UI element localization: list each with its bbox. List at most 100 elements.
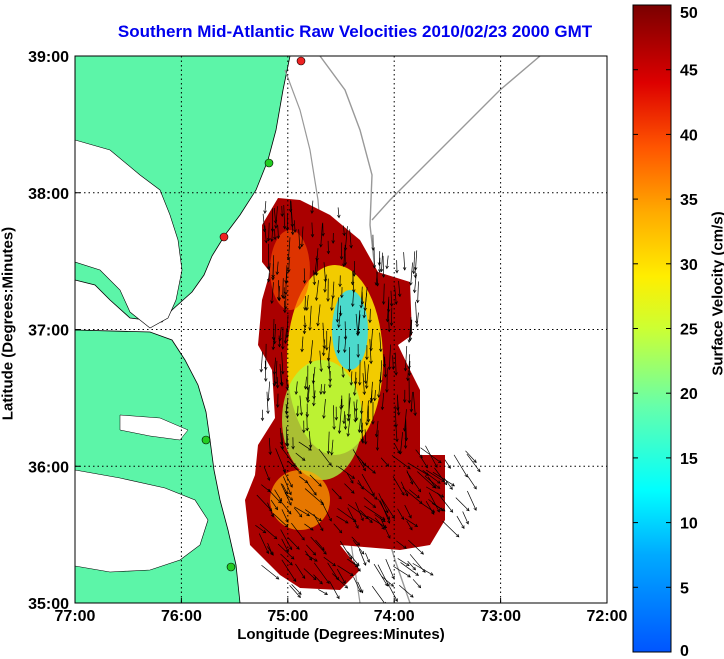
- velocity-arrow-head: [394, 598, 398, 602]
- velocity-arrow-head: [294, 391, 299, 395]
- velocity-arrow: [295, 563, 306, 579]
- velocity-arrow: [276, 261, 279, 275]
- velocity-arrow-head: [408, 337, 413, 342]
- velocity-arrow-head: [389, 303, 394, 307]
- velocity-arrow-head: [402, 267, 407, 271]
- velocity-arrow: [272, 513, 289, 528]
- velocity-arrows: [255, 200, 481, 603]
- velocity-arrow: [406, 470, 413, 485]
- velocity-arrow-head: [305, 386, 310, 391]
- velocity-arrow-head: [364, 385, 369, 389]
- velocity-arrow: [402, 487, 423, 504]
- velocity-arrow-head: [282, 225, 287, 230]
- velocity-arrow-head: [365, 422, 369, 426]
- velocity-arrow-head: [352, 518, 357, 523]
- velocity-arrow: [261, 484, 271, 493]
- velocity-arrow-head: [315, 257, 319, 262]
- velocity-arrow-head: [303, 307, 307, 311]
- velocity-arrow: [354, 377, 357, 396]
- velocity-arrow: [383, 283, 385, 305]
- chesapeake-bay: [75, 139, 183, 329]
- velocity-arrow: [307, 384, 310, 403]
- velocity-arrow: [408, 539, 424, 555]
- velocity-arrow-head: [301, 536, 305, 541]
- velocity-arrow-head: [372, 470, 376, 474]
- velocity-arrow: [357, 581, 364, 593]
- velocity-arrow: [374, 514, 386, 522]
- velocity-arrow: [260, 351, 263, 372]
- velocity-arrow: [323, 262, 326, 282]
- velocity-arrow-head: [337, 214, 341, 219]
- velocity-arrow-head: [360, 589, 364, 594]
- velocity-arrow-head: [349, 382, 354, 386]
- velocity-arrow-head: [455, 533, 460, 538]
- velocity-arrow: [404, 518, 418, 527]
- velocity-arrow: [455, 497, 470, 512]
- velocity-arrow-head: [296, 546, 300, 550]
- velocity-arrow: [381, 575, 394, 587]
- velocity-arrow: [410, 391, 413, 412]
- velocity-arrow-head: [320, 527, 324, 532]
- velocity-arrow-head: [302, 330, 307, 335]
- velocity-arrow-head: [322, 391, 327, 395]
- velocity-arrow-head: [347, 368, 352, 373]
- velocity-arrow: [275, 360, 278, 384]
- velocity-arrow: [397, 508, 405, 520]
- velocity-arrow: [274, 229, 276, 240]
- velocity-arrow: [352, 271, 355, 293]
- velocity-arrow: [320, 223, 323, 247]
- velocity-arrow-head: [262, 529, 267, 534]
- velocity-arrow-head: [387, 366, 392, 371]
- velocity-arrow: [415, 250, 418, 270]
- velocity-arrow: [267, 381, 271, 401]
- velocity-arrow-head: [354, 563, 359, 567]
- velocity-arrow: [381, 252, 383, 272]
- velocity-arrow: [310, 536, 327, 555]
- colorbar-tick-label: 25: [680, 322, 698, 339]
- velocity-arrow: [380, 360, 383, 383]
- velocity-arrow-head: [378, 379, 383, 384]
- velocity-arrow: [378, 498, 390, 520]
- velocity-arrow: [367, 516, 387, 528]
- velocity-arrow-head: [389, 322, 394, 327]
- velocity-arrow-head: [387, 535, 391, 539]
- velocity-arrow-head: [342, 420, 346, 425]
- velocity-arrow: [387, 310, 390, 332]
- velocity-arrow-head: [413, 412, 417, 417]
- velocity-arrow-head: [338, 312, 343, 317]
- velocity-arrow: [381, 392, 385, 410]
- velocity-arrow: [315, 280, 319, 301]
- velocity-arrow-head: [385, 389, 389, 393]
- velocity-arrow: [352, 289, 355, 307]
- velocity-arrow: [280, 483, 292, 506]
- velocity-arrow-head: [334, 417, 339, 421]
- velocity-arrow-head: [300, 243, 304, 248]
- velocity-arrow-head: [288, 546, 293, 551]
- velocity-arrow-head: [473, 485, 477, 490]
- velocity-arrow-head: [403, 545, 407, 549]
- velocity-arrow-head: [323, 551, 327, 555]
- velocity-arrow: [399, 584, 414, 598]
- colorbar-tick-label: 50: [680, 5, 698, 22]
- velocity-arrow-head: [378, 348, 383, 353]
- velocity-arrow: [358, 418, 361, 433]
- velocity-arrow: [424, 475, 441, 489]
- velocity-arrow-head: [266, 477, 271, 482]
- velocity-arrow: [303, 322, 306, 334]
- velocity-arrow: [346, 473, 354, 484]
- velocity-arrow-head: [366, 418, 371, 423]
- velocity-arrow: [316, 260, 319, 276]
- velocity-arrow: [266, 391, 269, 414]
- velocity-arrow: [293, 220, 296, 233]
- velocity-arrow-head: [263, 378, 268, 382]
- velocity-arrow: [316, 248, 319, 261]
- velocity-arrow: [289, 585, 301, 598]
- velocity-arrow: [370, 381, 373, 403]
- velocity-arrow-head: [359, 429, 364, 434]
- velocity-arrow-head: [385, 509, 389, 514]
- velocity-arrow: [442, 520, 460, 538]
- velocity-arrow: [318, 589, 328, 595]
- velocity-arrow: [353, 561, 361, 572]
- velocity-arrow-head: [272, 383, 277, 387]
